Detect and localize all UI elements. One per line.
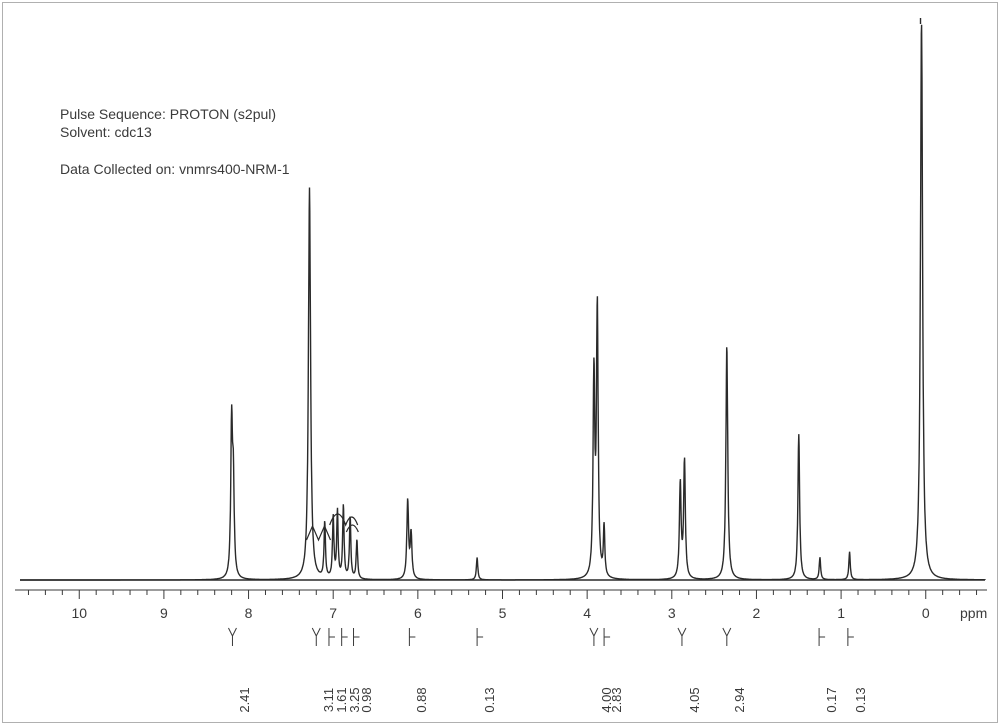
x-tick-label: 5	[499, 605, 507, 621]
x-tick-label: 10	[71, 605, 87, 621]
x-tick-label: 4	[583, 605, 591, 621]
x-tick-label: 0	[922, 605, 930, 621]
integral-value: 2.83	[609, 687, 624, 712]
x-tick-label: 1	[837, 605, 845, 621]
x-tick-label: 8	[245, 605, 253, 621]
integral-value: 2.41	[237, 687, 252, 712]
axis-unit-label: ppm	[960, 605, 987, 621]
integral-value: 0.13	[482, 687, 497, 712]
integral-value: 4.05	[687, 687, 702, 712]
integral-value: 0.88	[414, 687, 429, 712]
x-tick-label: 3	[668, 605, 676, 621]
integral-value: 0.13	[853, 687, 868, 712]
x-tick-label: 2	[753, 605, 761, 621]
x-tick-label: 7	[329, 605, 337, 621]
integral-value: 0.17	[824, 687, 839, 712]
integral-value: 0.98	[359, 687, 374, 712]
x-tick-label: 6	[414, 605, 422, 621]
x-tick-label: 9	[160, 605, 168, 621]
integral-value: 2.94	[732, 687, 747, 712]
